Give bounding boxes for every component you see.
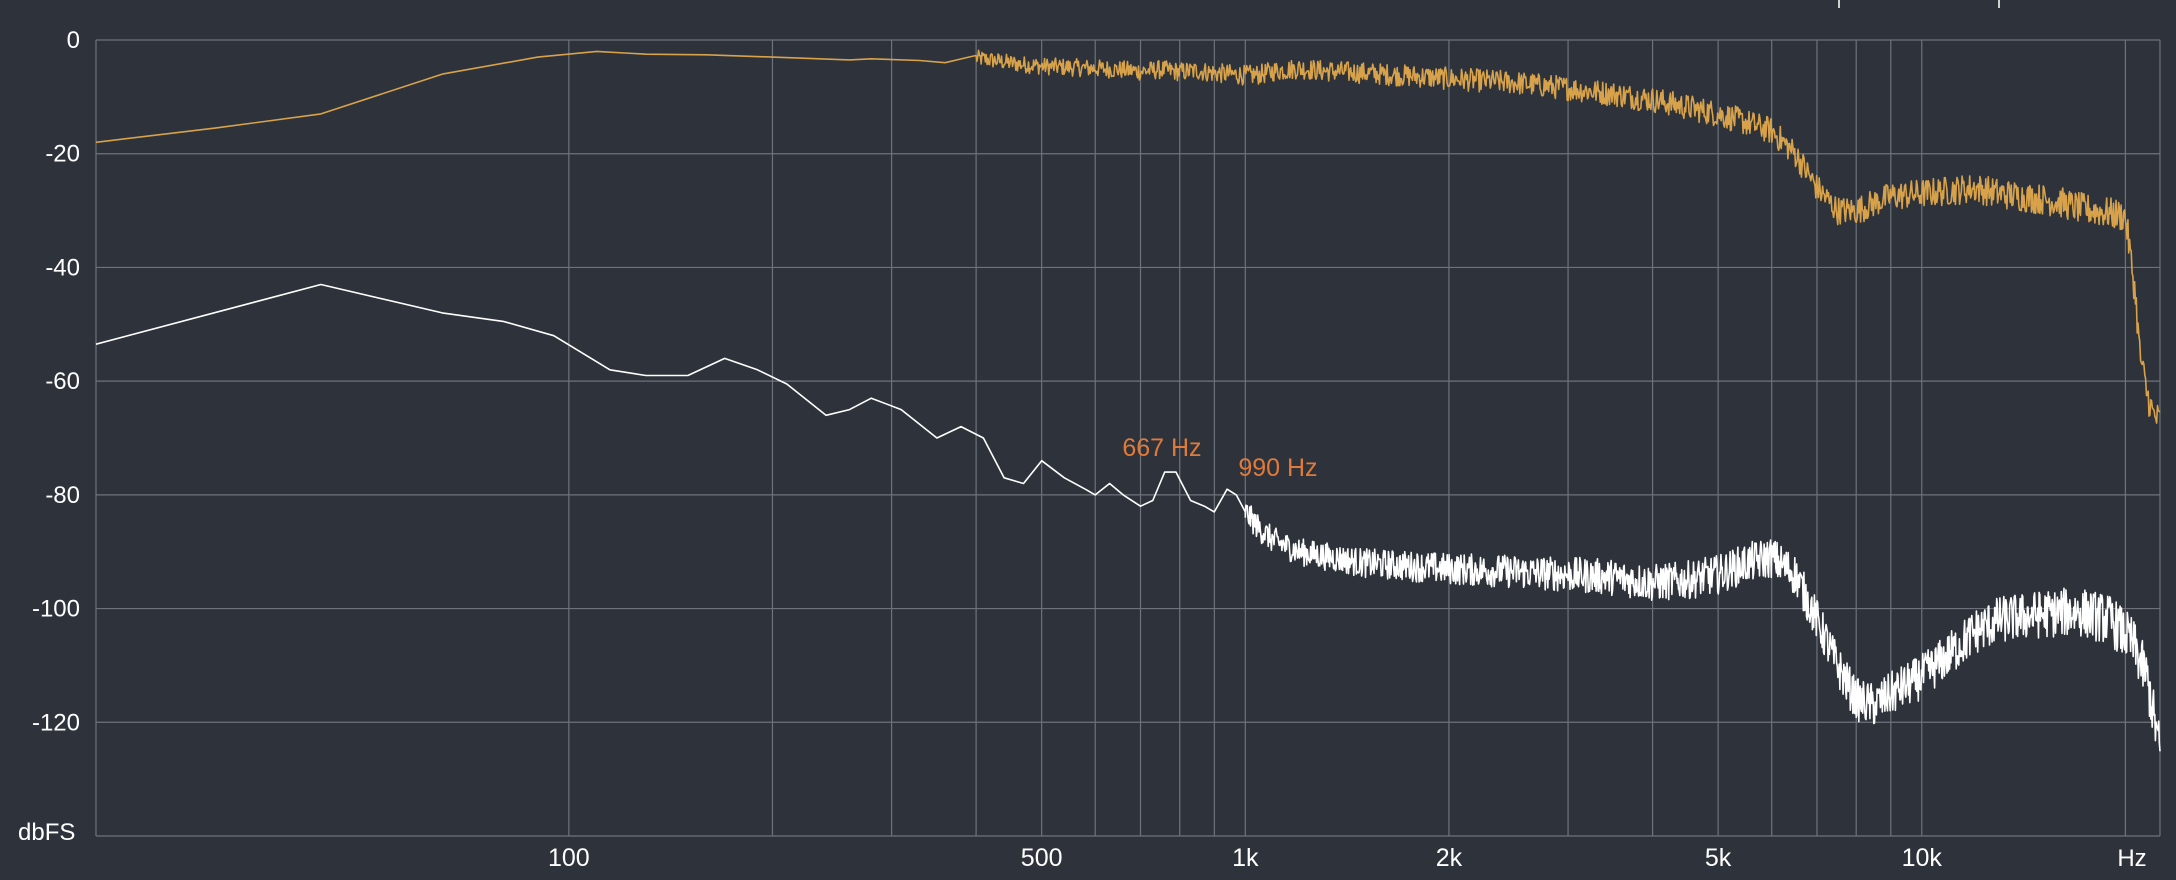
x-tick-label: 100 [548,844,590,872]
x-tick-label: 2k [1436,844,1463,872]
series-line-upper [95,49,2161,424]
grid [95,39,2161,837]
peak-annotation: 990 Hz [1238,454,1317,482]
y-unit-label: dbFS [18,819,75,846]
x-tick-label: 10k [1902,844,1943,872]
y-tick-label: -20 [45,141,80,168]
y-tick-label: -100 [32,596,80,623]
x-unit-label: Hz [2117,845,2146,872]
y-tick-label: 0 [67,27,80,54]
series-lines [95,49,2161,752]
annotations: 667 Hz 990 Hz [1122,434,1317,482]
top-markers [1838,0,2000,8]
y-tick-label: -40 [45,254,80,281]
x-tick-label: 1k [1232,844,1259,872]
axis-labels: dbFS Hz 0 -20 -40 -60 -80 -100 -120 100 500 1k 2k 5… [18,27,2147,872]
y-tick-label: -80 [45,482,80,509]
series-line-lower [95,283,2161,752]
peak-annotation: 667 Hz [1122,434,1201,462]
y-tick-label: -60 [45,368,80,395]
y-tick-label: -120 [32,709,80,736]
x-tick-label: 500 [1021,844,1063,872]
x-tick-label: 5k [1705,844,1732,872]
